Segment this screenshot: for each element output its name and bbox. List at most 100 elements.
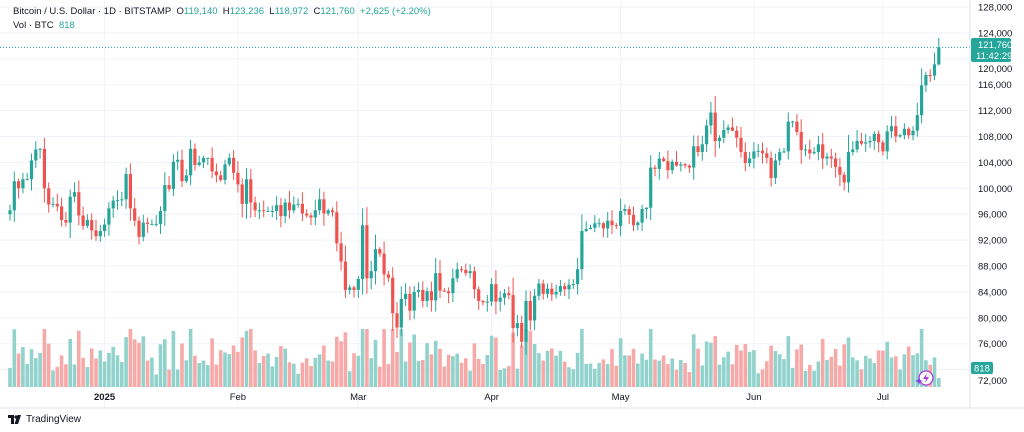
candle-body (825, 156, 829, 159)
tradingview-logo[interactable]: TradingView (8, 414, 81, 425)
volume-bar (421, 360, 425, 387)
candle-body (180, 159, 184, 182)
candle-body (468, 271, 472, 274)
candle-body (713, 112, 717, 142)
volume-bar (94, 358, 98, 387)
volume-bar (46, 343, 51, 387)
volume-bar (696, 348, 700, 387)
candle-body (55, 203, 59, 207)
time-axis[interactable]: 2025 Feb Mar Apr May Jun Jul (94, 392, 889, 403)
candle-body (584, 229, 588, 232)
candle-body (838, 166, 842, 175)
candle-body (674, 161, 679, 166)
volume-bar (102, 361, 107, 387)
time-tick-label: Mar (350, 392, 366, 403)
volume-bar (132, 339, 137, 387)
flash-icon[interactable] (915, 370, 934, 386)
volume-bar (292, 363, 296, 387)
candle-body (924, 74, 928, 86)
candle-body (821, 144, 825, 159)
volume-bar (369, 358, 373, 387)
price-tag-countdown: 11:42:29 (976, 51, 1012, 62)
candle-body (335, 212, 339, 244)
volume-bar (85, 367, 90, 387)
candle-body (490, 284, 494, 302)
volume-bar (670, 358, 674, 387)
candle-body (653, 167, 657, 169)
price-axis[interactable]: 72,000 76,000 80,000 84,000 88,000 92,000 96,0… (978, 3, 1012, 388)
candle-body (12, 181, 16, 211)
candle-body (623, 209, 627, 211)
volume-bar (51, 370, 55, 387)
volume-bar (812, 370, 816, 387)
candle-body (803, 149, 808, 151)
candle-body (103, 224, 107, 232)
volume-bar (16, 353, 21, 387)
candle-body (412, 291, 416, 311)
candle-body (610, 220, 614, 226)
volume-bar (343, 332, 348, 387)
price-tick-label: 96,000 (978, 210, 1007, 221)
candle-body (687, 165, 691, 168)
candle-body (459, 269, 464, 271)
volume-bar (588, 363, 593, 387)
candle-body (760, 150, 765, 154)
price-tick-label: 76,000 (978, 339, 1007, 350)
candle-body (520, 322, 524, 342)
candle-body (107, 208, 111, 225)
volume-bar (881, 350, 885, 387)
volume-bar (107, 352, 111, 387)
volume-bar (627, 355, 631, 387)
volume-bar (760, 369, 765, 387)
low-value: 118,972 (274, 6, 309, 17)
high-value: 123,236 (229, 6, 265, 17)
volume-bar (610, 349, 614, 387)
volume-bar (257, 363, 262, 387)
candle-body (692, 146, 696, 168)
candle-body (8, 210, 12, 215)
volume-label[interactable]: Vol · BTC (13, 20, 54, 31)
volume-bar (584, 363, 588, 387)
candle-body (404, 293, 408, 300)
volume-bar (403, 361, 408, 387)
candle-body (120, 199, 124, 201)
price-tick-label: 120,000 (978, 64, 1012, 75)
volume-bar (429, 354, 434, 387)
volume-bar (386, 364, 391, 387)
candle-body (90, 220, 94, 231)
candle-body (550, 288, 554, 295)
volume-bar (214, 364, 219, 387)
candle-body (696, 146, 700, 153)
volume-bar (717, 364, 722, 387)
volume-bar (223, 352, 227, 387)
volume-bar (180, 343, 184, 387)
candle-body (343, 261, 347, 290)
price-tick-label: 88,000 (978, 262, 1007, 273)
volume-bar (231, 345, 236, 387)
candle-body (270, 210, 274, 212)
candle-body (812, 152, 816, 154)
volume-bar (730, 364, 735, 387)
candle-body (898, 135, 902, 137)
volume-tag: 818 (971, 362, 993, 375)
candle-body (541, 283, 545, 294)
volume-bar (347, 371, 352, 387)
volume-bar (889, 357, 894, 387)
volume-bar (885, 341, 889, 387)
volume-bar (562, 361, 567, 387)
volume-bar (524, 329, 528, 387)
volume-bar (545, 350, 550, 387)
candle-body (877, 133, 881, 143)
volume-bar (691, 334, 696, 387)
symbol-title[interactable]: Bitcoin / U.S. Dollar · 1D · BITSTAMP (13, 6, 172, 17)
open-value: 119,140 (183, 6, 218, 17)
volume-bar (184, 360, 189, 387)
volume-bar (687, 372, 692, 387)
volume-bar (446, 354, 451, 387)
candle-body (455, 269, 459, 279)
price-tick-label: 112,000 (978, 106, 1012, 117)
candle-body (38, 148, 42, 150)
candle-body (47, 188, 51, 205)
candle-body (795, 121, 799, 132)
